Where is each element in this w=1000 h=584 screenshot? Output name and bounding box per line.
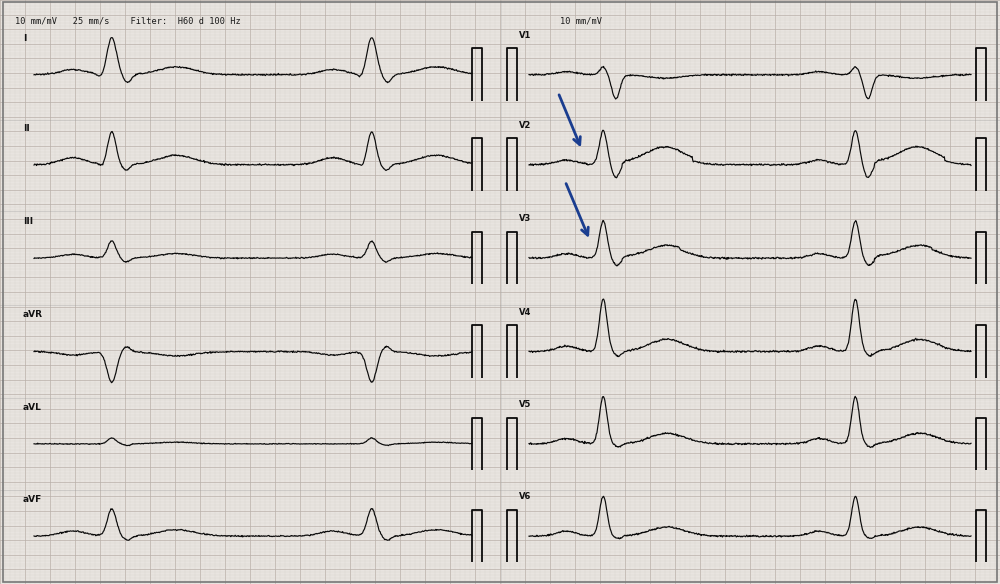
- Text: 10 mm/mV   25 mm/s    Filter:  H60 d 100 Hz: 10 mm/mV 25 mm/s Filter: H60 d 100 Hz: [15, 16, 241, 25]
- Text: I: I: [23, 34, 26, 43]
- Text: V2: V2: [519, 121, 531, 130]
- Text: aVF: aVF: [23, 495, 42, 504]
- Text: V5: V5: [519, 400, 531, 409]
- Text: II: II: [23, 124, 30, 133]
- Text: V1: V1: [519, 31, 531, 40]
- Text: 10 mm/mV: 10 mm/mV: [560, 16, 602, 25]
- Text: aVR: aVR: [23, 311, 43, 319]
- Text: V6: V6: [519, 492, 531, 501]
- Text: V4: V4: [519, 308, 531, 317]
- Text: V3: V3: [519, 214, 531, 223]
- Text: III: III: [23, 217, 33, 226]
- Text: aVL: aVL: [23, 403, 42, 412]
